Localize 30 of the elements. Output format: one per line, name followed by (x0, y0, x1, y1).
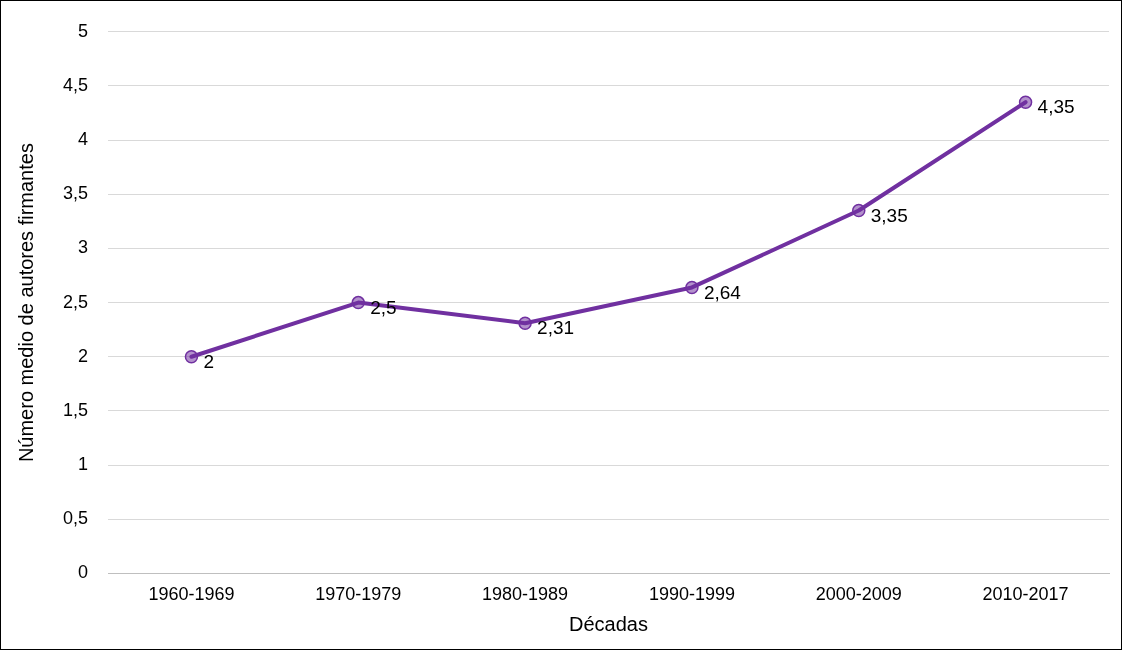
data-label: 2,31 (537, 317, 575, 339)
data-label: 2,64 (703, 281, 742, 303)
data-label: 4,35 (1037, 96, 1075, 118)
y-tick-label: 4 (78, 129, 89, 150)
y-tick-label: 0,5 (62, 508, 89, 529)
point (184, 350, 199, 364)
y-tick-label: 5 (78, 20, 89, 41)
y-tick-label: 0 (78, 562, 89, 583)
y-tick-label: 3 (78, 237, 89, 258)
y-tick-label: 1 (78, 454, 89, 475)
y-tick-label: 1,5 (62, 399, 89, 420)
x-tick-label: 1990-1999 (648, 584, 735, 605)
y-tick-label: 2,5 (62, 291, 89, 312)
x-tick-label: 2010-2017 (982, 584, 1069, 605)
x-tick-label: 1970-1979 (315, 584, 402, 605)
point (852, 203, 866, 218)
point (351, 295, 366, 310)
data-label: 2 (203, 350, 215, 372)
x-tick-label: 1980-1989 (482, 584, 569, 605)
y-tick-label: 4,5 (62, 74, 89, 95)
point (518, 316, 532, 330)
y-tick-label: 3,5 (62, 183, 89, 204)
x-tick-label: 2000-2009 (815, 584, 902, 605)
y-axis-title: Número medio de autores firmantes (14, 143, 37, 463)
x-axis-title: Décadas (569, 612, 648, 635)
point (685, 280, 699, 295)
data-label: 3,35 (870, 204, 908, 226)
point (1018, 95, 1033, 109)
x-tick-label: 1960-1969 (148, 584, 235, 605)
y-tick-label: 2 (78, 345, 89, 366)
